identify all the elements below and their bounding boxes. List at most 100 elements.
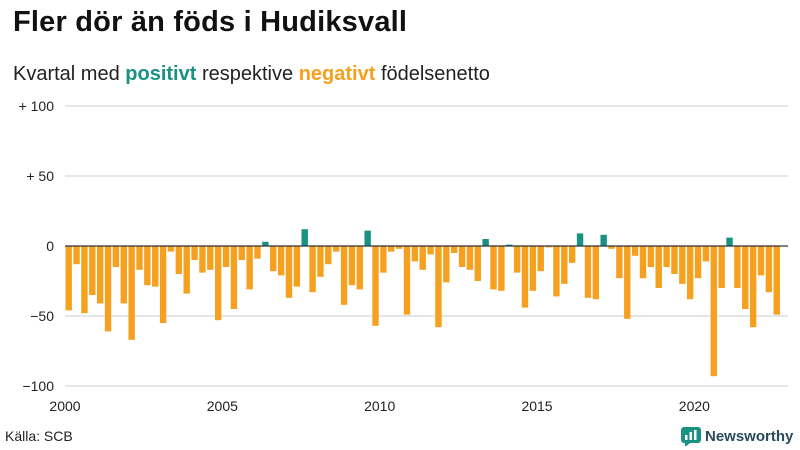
bar <box>96 246 104 304</box>
bar <box>317 246 324 277</box>
bar <box>608 246 615 249</box>
bar <box>191 246 198 260</box>
bar <box>285 246 293 298</box>
bar <box>718 246 725 288</box>
bar <box>207 246 214 270</box>
bar <box>749 246 757 328</box>
bar <box>89 246 96 295</box>
bar <box>624 246 631 319</box>
bar <box>466 246 474 270</box>
bar <box>435 246 442 328</box>
bar <box>128 246 135 340</box>
bar <box>395 246 403 249</box>
bar <box>443 246 450 283</box>
subtitle-positive: positivt <box>125 63 197 85</box>
bar <box>356 246 363 290</box>
x-tick-label: 2000 <box>49 398 80 414</box>
bar <box>537 246 544 272</box>
bar <box>73 246 80 265</box>
bar <box>592 246 599 300</box>
bar <box>152 246 159 287</box>
x-tick-label: 2020 <box>679 398 710 414</box>
bar <box>600 234 607 246</box>
bar <box>238 246 245 260</box>
bar <box>529 246 537 291</box>
bar <box>568 246 576 263</box>
y-tick-label: 0 <box>46 238 54 254</box>
bar <box>332 246 340 252</box>
bar <box>545 246 552 248</box>
bar <box>340 246 348 305</box>
bar <box>506 244 513 246</box>
bar <box>167 246 175 252</box>
bar <box>639 246 647 279</box>
bar <box>246 246 253 290</box>
subtitle-middle: respektive <box>201 63 294 85</box>
newsworthy-logo-icon <box>681 427 701 446</box>
bar <box>277 246 285 276</box>
bar <box>104 246 112 332</box>
bar <box>734 246 741 288</box>
bar <box>576 233 584 246</box>
bar <box>686 246 694 300</box>
bar <box>671 246 678 274</box>
bar <box>482 239 489 246</box>
bar <box>655 246 662 288</box>
bar <box>616 246 623 279</box>
bar <box>474 246 481 281</box>
brand-logo: Newsworthy <box>681 425 793 447</box>
gridlines <box>65 105 788 387</box>
bar <box>175 246 183 274</box>
bar <box>325 246 332 265</box>
bar <box>631 246 639 256</box>
y-tick-label: + 100 <box>19 98 55 114</box>
subtitle-suffix: födelsenetto <box>380 63 490 85</box>
bar <box>120 246 127 304</box>
x-tick-label: 2010 <box>364 398 395 414</box>
y-tick-label: −100 <box>22 378 54 394</box>
bar <box>773 246 780 315</box>
bar <box>694 246 702 279</box>
bar <box>679 246 686 284</box>
bar <box>364 230 371 246</box>
y-tick-label: −50 <box>30 308 54 324</box>
chart-title: Fler dör än föds i Hudiksvall <box>13 6 408 38</box>
bar <box>757 246 765 276</box>
x-tick-label: 2015 <box>521 398 552 414</box>
bar <box>183 246 190 294</box>
bar <box>498 246 505 291</box>
x-tick-labels: 2000 2005 2010 2015 2020 <box>49 398 710 414</box>
bar <box>388 246 395 252</box>
bar <box>663 246 670 267</box>
bar <box>270 246 277 272</box>
bar <box>710 246 717 377</box>
y-tick-label: + 50 <box>26 168 54 184</box>
bar-chart: + 100 + 50 0 −50 −100 2000 2005 2010 2015 2020 <box>19 98 788 414</box>
bar <box>702 246 710 262</box>
bars <box>65 229 780 377</box>
bar <box>199 246 206 273</box>
bar <box>513 246 521 273</box>
bar <box>309 246 316 293</box>
subtitle-negative: negativt <box>298 63 376 85</box>
bar <box>230 246 238 309</box>
bar <box>458 246 466 267</box>
bar <box>112 246 120 267</box>
bar <box>584 246 592 298</box>
bar <box>144 246 151 286</box>
bar <box>561 246 568 284</box>
chart-subtitle: Kvartal med positivt respektive negativt… <box>13 63 490 86</box>
bar <box>136 246 143 270</box>
bar <box>411 246 419 262</box>
bar <box>521 246 529 308</box>
bar <box>419 246 426 270</box>
bar <box>742 246 749 309</box>
bar <box>159 246 167 323</box>
brand-name: Newsworthy <box>705 427 794 445</box>
bar <box>403 246 411 315</box>
bar <box>348 246 356 286</box>
bar <box>65 246 72 311</box>
bar <box>262 241 269 246</box>
bar <box>372 246 379 326</box>
subtitle-prefix: Kvartal med <box>13 63 120 85</box>
